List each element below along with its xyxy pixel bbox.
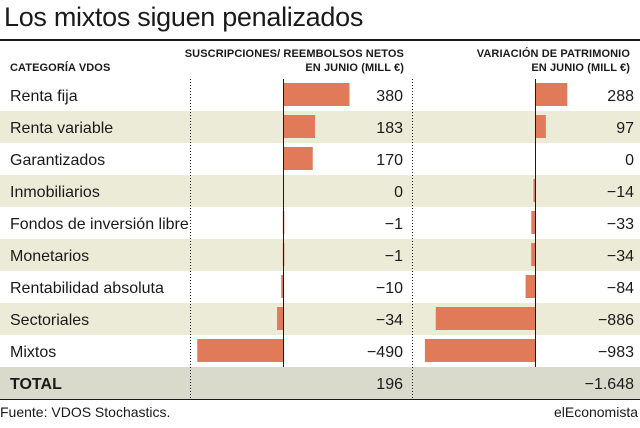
value-label-s2-4: −14	[607, 184, 634, 201]
bar-s1-3	[283, 147, 313, 170]
header-flows-line2: EN JUNIO (MILL €)	[305, 62, 404, 74]
total-label: TOTAL	[10, 376, 62, 393]
value-label-s2-6: −34	[607, 248, 634, 265]
bar-s1-2	[283, 115, 316, 138]
bar-s2-5	[531, 211, 535, 234]
chart-title: Los mixtos siguen penalizados	[4, 2, 364, 32]
value-label-s2-7: −84	[607, 280, 634, 297]
value-label-s1-2: 183	[376, 120, 403, 137]
value-label-s2-1: 288	[607, 88, 634, 105]
bar-s2-7	[525, 275, 535, 298]
bar-s1-7	[281, 275, 283, 298]
value-label-s1-8: −34	[376, 312, 403, 329]
bar-s2-2	[535, 115, 546, 138]
title-rule	[0, 39, 640, 41]
bar-s2-6	[531, 243, 535, 266]
value-label-s2-5: −33	[607, 216, 634, 233]
header-assets-line2: EN JUNIO (MILL €)	[531, 62, 630, 74]
publisher-brand: elEconomista	[553, 404, 638, 420]
value-label-s1-3: 170	[376, 152, 403, 169]
bar-s1-8	[277, 307, 283, 330]
value-label-s2-2: 97	[616, 120, 634, 137]
category-label-7: Rentabilidad absoluta	[10, 280, 164, 297]
row-stripe	[0, 175, 640, 207]
category-label-4: Inmobiliarios	[10, 184, 100, 201]
value-label-s1-4: 0	[394, 184, 403, 201]
header-assets: VARIACIÓN DE PATRIMONIO EN JUNIO (MILL €…	[477, 47, 630, 75]
bar-s2-4	[533, 179, 535, 202]
value-label-s1-9: −490	[367, 344, 403, 361]
category-label-1: Renta fija	[10, 88, 78, 105]
category-label-2: Renta variable	[10, 120, 113, 137]
total-value-s1: 196	[376, 376, 403, 393]
category-label-9: Mixtos	[10, 344, 56, 361]
bar-s2-1	[535, 83, 568, 106]
value-label-s2-9: −983	[598, 344, 634, 361]
header-assets-line1: VARIACIÓN DE PATRIMONIO	[476, 48, 630, 60]
value-label-s2-8: −886	[598, 312, 634, 329]
category-label-8: Sectoriales	[10, 312, 89, 329]
total-row-background	[0, 367, 640, 399]
value-label-s1-7: −10	[376, 280, 403, 297]
value-label-s1-5: −1	[385, 216, 403, 233]
source-note: Fuente: VDOS Stochastics.	[0, 404, 171, 420]
bar-s2-8	[435, 307, 535, 330]
value-label-s1-6: −1	[385, 248, 403, 265]
category-label-6: Monetarios	[10, 248, 89, 265]
value-label-s2-3: 0	[625, 152, 634, 169]
header-category: CATEGORÍA VDOS	[10, 62, 111, 74]
bar-s1-9	[197, 339, 283, 362]
row-stripe	[0, 303, 640, 335]
total-value-s2: −1.648	[585, 376, 634, 393]
value-label-s1-1: 380	[376, 88, 403, 105]
category-label-3: Garantizados	[10, 152, 105, 169]
header-flows: SUSCRIPCIONES/ REEMBOLSOS NETOS EN JUNIO…	[185, 47, 404, 75]
bar-s1-1	[283, 83, 350, 106]
bar-s2-9	[424, 339, 535, 362]
category-label-5: Fondos de inversión libre	[10, 216, 189, 233]
row-stripe	[0, 111, 640, 143]
header-flows-line1: SUSCRIPCIONES/ REEMBOLSOS NETOS	[184, 48, 404, 60]
row-stripe	[0, 239, 640, 271]
